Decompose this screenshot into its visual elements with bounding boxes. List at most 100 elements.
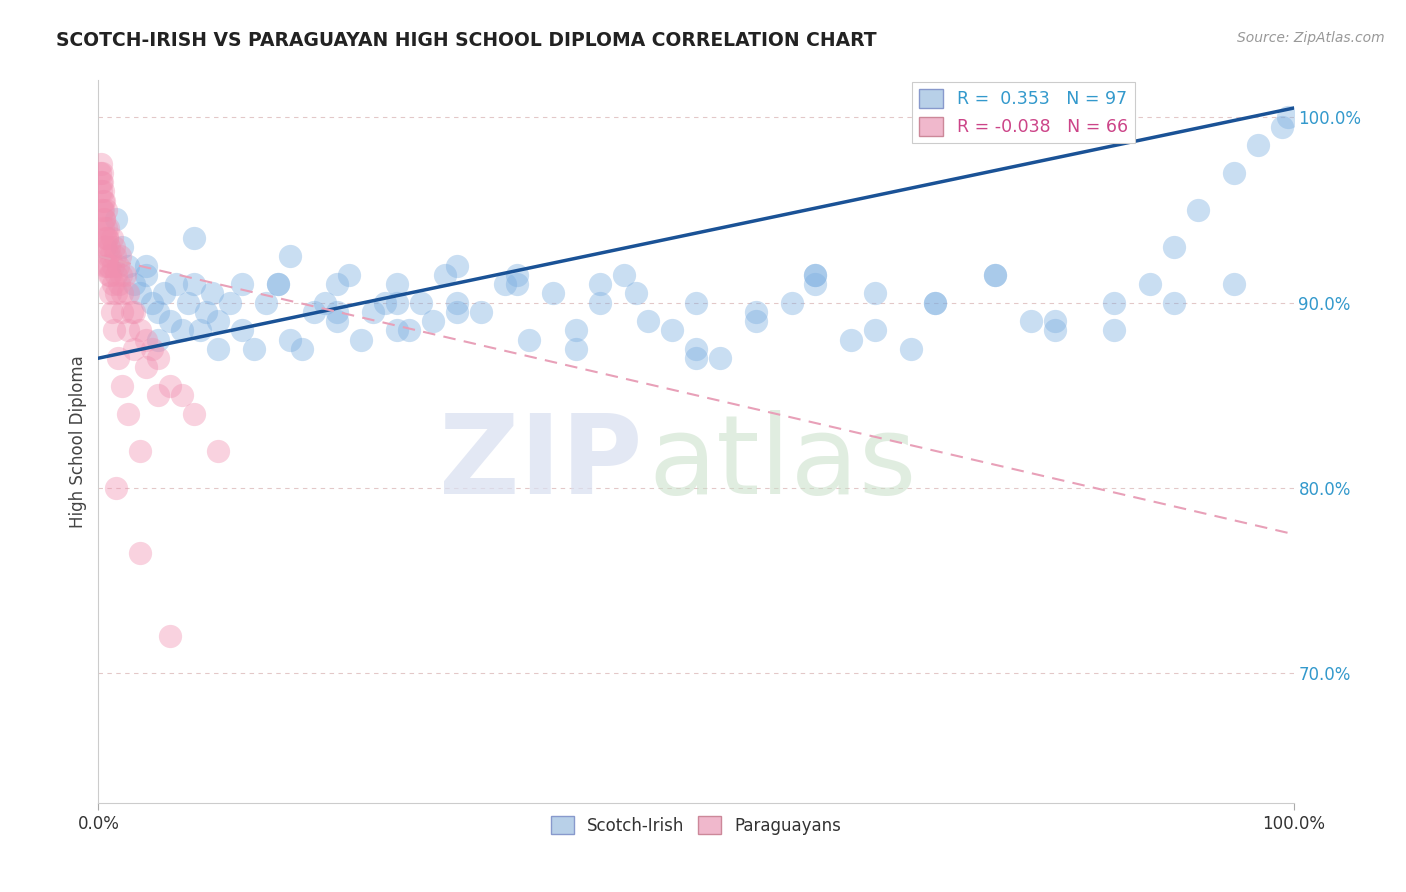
Point xyxy=(565,323,588,337)
Point xyxy=(135,360,157,375)
Point xyxy=(780,295,803,310)
Point xyxy=(91,221,114,235)
Point xyxy=(339,268,361,282)
Point xyxy=(1163,240,1185,254)
Point xyxy=(90,202,112,217)
Point xyxy=(172,323,194,337)
Point xyxy=(589,277,612,291)
Point xyxy=(1043,323,1066,337)
Text: atlas: atlas xyxy=(648,409,917,516)
Point xyxy=(148,333,170,347)
Point xyxy=(231,277,253,291)
Point xyxy=(89,166,111,180)
Point xyxy=(207,342,229,356)
Point xyxy=(105,481,128,495)
Point xyxy=(613,268,636,282)
Point xyxy=(141,295,163,310)
Point xyxy=(94,259,117,273)
Point xyxy=(363,305,385,319)
Point xyxy=(804,268,827,282)
Point xyxy=(135,259,157,273)
Point xyxy=(207,314,229,328)
Point xyxy=(105,268,128,282)
Point xyxy=(315,295,337,310)
Point xyxy=(626,286,648,301)
Point xyxy=(98,249,122,263)
Point xyxy=(96,240,118,254)
Point xyxy=(398,323,420,337)
Point xyxy=(243,342,266,356)
Point xyxy=(108,249,131,263)
Point xyxy=(90,175,112,189)
Point xyxy=(104,249,127,263)
Point xyxy=(124,305,146,319)
Point xyxy=(1187,202,1209,217)
Point xyxy=(183,277,205,291)
Point xyxy=(91,185,114,199)
Point xyxy=(267,277,290,291)
Point xyxy=(117,286,139,301)
Point xyxy=(565,342,588,356)
Point xyxy=(685,342,707,356)
Point xyxy=(91,194,114,208)
Point xyxy=(135,268,157,282)
Point xyxy=(267,277,290,291)
Point xyxy=(188,323,211,337)
Point xyxy=(172,388,194,402)
Point xyxy=(107,351,129,366)
Point xyxy=(129,323,152,337)
Legend: Scotch-Irish, Paraguayans: Scotch-Irish, Paraguayans xyxy=(544,809,848,841)
Point xyxy=(865,286,887,301)
Point xyxy=(254,295,277,310)
Point xyxy=(105,286,128,301)
Point xyxy=(183,407,205,421)
Point xyxy=(1163,295,1185,310)
Point xyxy=(91,166,114,180)
Point xyxy=(446,295,468,310)
Point xyxy=(91,175,114,189)
Point xyxy=(1104,323,1126,337)
Point xyxy=(121,305,143,319)
Point xyxy=(517,333,540,347)
Point xyxy=(96,231,118,245)
Point xyxy=(865,323,887,337)
Point xyxy=(90,156,112,170)
Point xyxy=(326,277,349,291)
Point xyxy=(148,351,170,366)
Point xyxy=(446,305,468,319)
Point xyxy=(94,202,117,217)
Point xyxy=(984,268,1007,282)
Point xyxy=(91,202,114,217)
Point xyxy=(111,379,134,393)
Point xyxy=(93,240,115,254)
Point xyxy=(195,305,218,319)
Point xyxy=(105,212,128,227)
Point xyxy=(385,277,409,291)
Point xyxy=(107,277,129,291)
Point xyxy=(470,305,492,319)
Point xyxy=(350,333,373,347)
Point xyxy=(103,323,125,337)
Point xyxy=(207,443,229,458)
Point xyxy=(111,286,134,301)
Point xyxy=(745,305,768,319)
Point xyxy=(637,314,659,328)
Point xyxy=(1104,295,1126,310)
Point xyxy=(124,277,146,291)
Point xyxy=(1277,111,1299,125)
Point xyxy=(589,295,612,310)
Point xyxy=(804,277,827,291)
Point xyxy=(278,249,301,263)
Point xyxy=(97,221,120,235)
Point xyxy=(93,194,115,208)
Point xyxy=(101,259,124,273)
Point xyxy=(685,295,707,310)
Point xyxy=(506,268,529,282)
Point xyxy=(98,268,122,282)
Point xyxy=(129,286,152,301)
Point xyxy=(1271,120,1294,134)
Point xyxy=(129,443,152,458)
Point xyxy=(1139,277,1161,291)
Point xyxy=(278,333,301,347)
Point xyxy=(101,277,124,291)
